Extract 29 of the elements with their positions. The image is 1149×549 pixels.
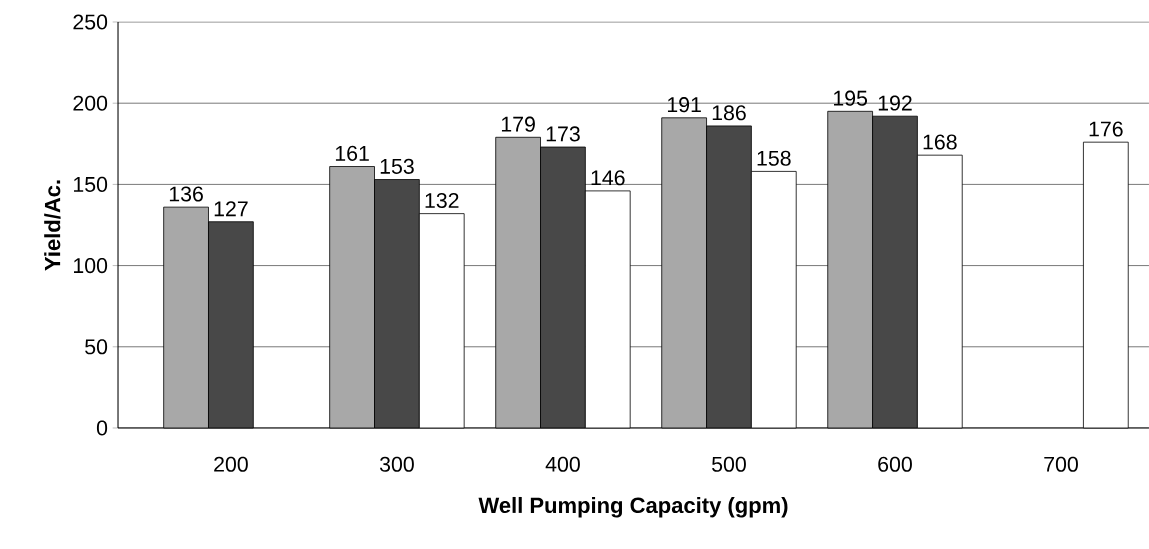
data-label: 146 (591, 170, 625, 186)
data-label: 127 (214, 201, 248, 217)
x-tick-label: 500 (712, 456, 746, 472)
y-tick-label: 250 (73, 14, 108, 30)
data-label: 176 (1089, 121, 1123, 137)
data-label: 179 (501, 116, 535, 132)
data-label: 186 (712, 105, 746, 121)
data-label: 192 (878, 95, 912, 111)
data-label: 136 (169, 186, 203, 202)
y-tick-label: 150 (74, 176, 108, 192)
data-label: 173 (546, 126, 580, 142)
x-axis-title: Well Pumping Capacity (gpm) (478, 496, 788, 518)
y-tick-label: 200 (73, 95, 108, 111)
y-axis-title: Yield/Ac. (44, 180, 61, 271)
x-tick-label: 200 (214, 456, 248, 472)
y-tick-label: 50 (85, 339, 108, 355)
x-tick-label: 300 (379, 456, 414, 472)
data-label: 158 (757, 150, 791, 166)
y-tick-label: 0 (96, 420, 108, 436)
data-label: 191 (667, 97, 701, 113)
data-label: 168 (923, 134, 957, 150)
data-label: 161 (335, 145, 369, 161)
data-label: 195 (833, 90, 868, 106)
x-tick-label: 700 (1044, 456, 1078, 472)
data-label: 132 (425, 192, 459, 209)
y-tick-label: 100 (74, 258, 108, 274)
data-label: 153 (380, 158, 414, 174)
x-tick-label: 400 (545, 456, 580, 472)
x-tick-label: 600 (878, 456, 912, 472)
